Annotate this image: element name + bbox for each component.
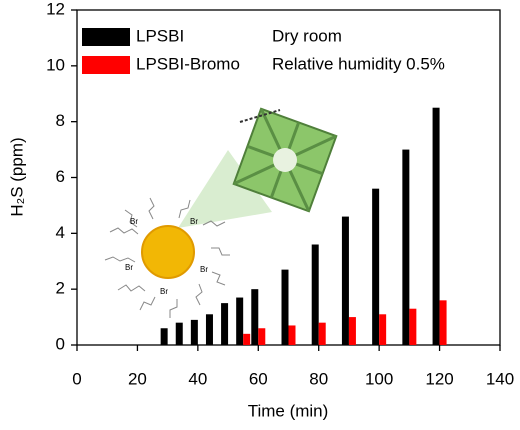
bar [348,317,356,345]
legend-label: LPSBI-Bromo [136,54,240,73]
br-label: Br [125,263,133,272]
bar [432,107,440,345]
bar [205,314,213,345]
bar [258,328,266,345]
y-tick-label: 12 [46,0,65,18]
y-tick-label: 4 [56,223,65,242]
x-tick-label: 140 [486,369,514,388]
bar [402,149,410,345]
y-tick-label: 6 [56,167,65,186]
bar [372,188,380,345]
bar [175,322,183,345]
bar [243,333,251,345]
y-tick-label: 2 [56,279,65,298]
legend-label: LPSBI [136,26,184,45]
y-tick-label: 10 [46,55,65,74]
br-label: Br [130,217,138,226]
x-tick-label: 80 [309,369,328,388]
bar [190,319,198,345]
bar [160,328,168,345]
x-tick-label: 60 [249,369,268,388]
y-axis-label: H₂S (ppm) [7,137,26,216]
annotation: Dry room [272,26,342,45]
bar [409,308,417,345]
illustration [104,107,338,318]
x-tick-label: 20 [128,369,147,388]
x-tick-label: 100 [365,369,393,388]
x-tick-label: 120 [425,369,453,388]
annotation: Relative humidity 0.5% [272,54,445,73]
bar [281,269,289,345]
legend-swatch [82,56,130,74]
legend-swatch [82,28,130,46]
bar [341,216,349,345]
x-tick-label: 0 [72,369,81,388]
bar [236,297,244,345]
br-label: Br [190,217,198,226]
bar [318,322,326,345]
bar [311,244,319,345]
br-label: Br [160,287,168,296]
bar [439,300,447,345]
y-tick-label: 8 [56,111,65,130]
bar [379,314,387,345]
bar [288,325,296,345]
bar [221,303,229,345]
bar [251,289,259,345]
x-axis-label: Time (min) [248,401,329,420]
br-labels: Br Br Br Br Br [125,217,208,296]
x-tick-label: 40 [188,369,207,388]
y-tick-label: 0 [56,334,65,353]
br-label: Br [200,265,208,274]
